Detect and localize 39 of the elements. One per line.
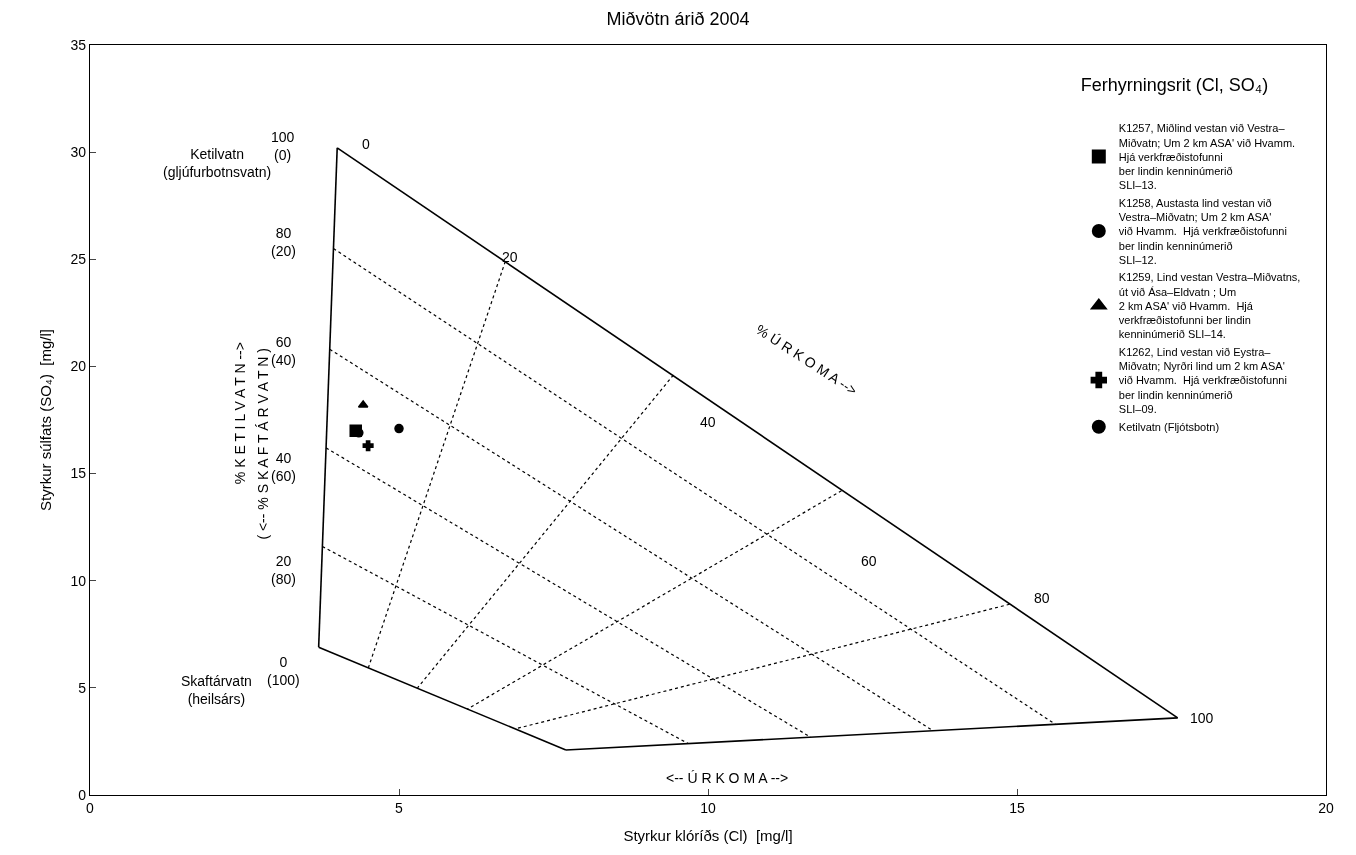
x-tick-label: 20 — [1318, 799, 1334, 816]
legend-label: Ketilvatn (Fljótsbotn) — [1118, 421, 1220, 434]
annotation: Ketilvatn (gljúfurbotnsvatn) — [163, 146, 272, 181]
legend-title: Ferhyrningsrit (Cl, SO₄) — [1080, 74, 1269, 95]
y-tick-label: 0 — [78, 786, 87, 803]
x-tick-label: 15 — [1009, 799, 1025, 816]
annotation: % K E T I L V A T N --> — [231, 342, 248, 485]
y-axis-title: Styrkur súlfats (SO₄) [mg/l] — [36, 329, 54, 511]
y-tick-label: 10 — [70, 572, 87, 589]
annotation: 40 (60) — [271, 450, 296, 485]
x-tick-label: 5 — [395, 799, 404, 816]
annotation: Skaftárvatn (heilsárs) — [181, 673, 252, 708]
y-tick-label: 5 — [78, 679, 87, 696]
legend-label: K1258, Austasta lind vestan við Vestra–Miðvatn; Um 2 km ASA' við Hvamm. Hjá verkfræðistofunni ber lindin kenninúmerið SLI–12. — [1118, 196, 1287, 266]
annotation: 20 (80) — [271, 553, 296, 588]
y-tick-label: 30 — [70, 144, 87, 161]
annotation: 100 — [1190, 710, 1214, 726]
annotation: 80 (20) — [271, 225, 296, 260]
annotation: 60 (40) — [271, 334, 296, 369]
annotation: 100 (0) — [271, 129, 295, 164]
annotation: ( <-- % S K A F T Á R V A T N ) — [255, 348, 272, 540]
y-tick-label: 15 — [70, 465, 87, 482]
x-tick-label: 10 — [700, 799, 716, 816]
y-tick-label: 20 — [70, 358, 87, 375]
annotation: 0 (100) — [267, 654, 300, 689]
legend-label: K1262, Lind vestan við Eystra– Miðvatn; Nyrðri lind um 2 km ASA' við Hvamm. Hjá verkfræðistofunni ber lindin kenninúmerið SLI–09. — [1118, 345, 1287, 415]
annotation: <-- Ú R K O M A --> — [666, 770, 789, 786]
y-tick-label: 35 — [70, 36, 87, 53]
x-axis-title: Styrkur klóríðs (Cl) [mg/l] — [623, 826, 793, 844]
annotation: 0 — [362, 136, 370, 152]
annotation: 40 — [700, 414, 716, 430]
annotation: 20 — [502, 249, 518, 265]
annotation: 80 — [1034, 590, 1050, 606]
y-tick-label: 25 — [70, 251, 87, 268]
legend-label: K1259, Lind vestan Vestra–Miðvatns, út við Ása–Eldvatn ; Um 2 km ASA' við Hvamm. Hjá verkfræðistofunni ber lindin kenninúmerið SLI–14. — [1118, 271, 1301, 341]
chart-title: Miðvötn árið 2004 — [606, 9, 750, 30]
legend-label: K1257, Miðlind vestan við Vestra– Miðvatn; Um 2 km ASA' við Hvamm. Hjá verkfræðistofunni ber lindin kenninúmerið SLI–13. — [1118, 122, 1296, 192]
annotation: 60 — [861, 553, 877, 569]
annotation: % Ú R K O M A --> — [753, 321, 861, 399]
